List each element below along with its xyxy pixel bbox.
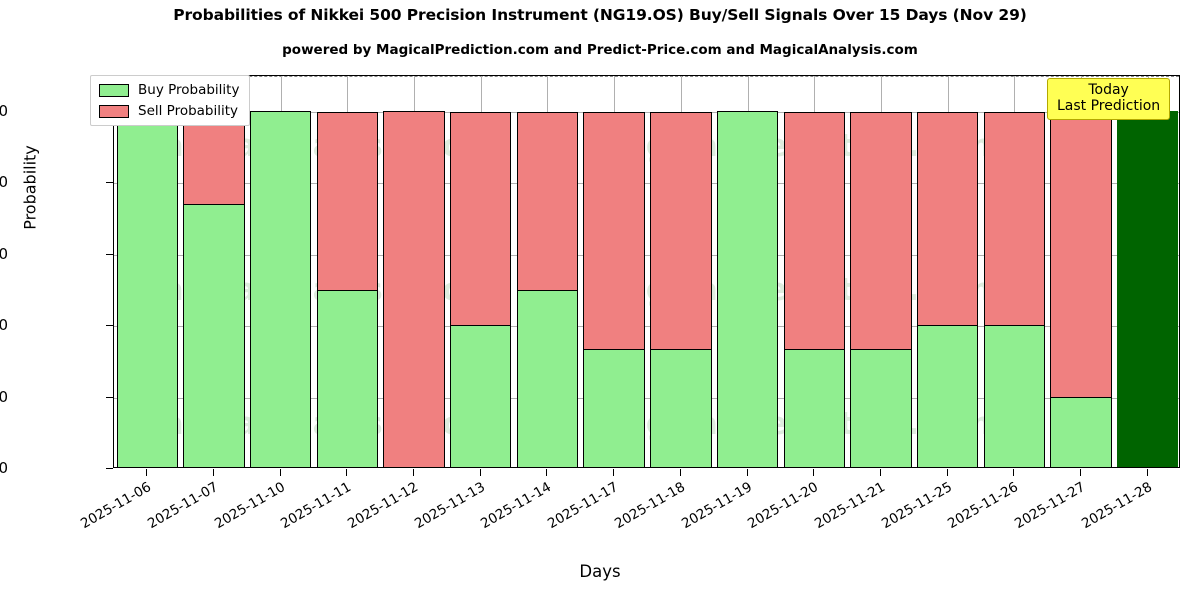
bar-stacked[interactable] <box>183 112 245 467</box>
bar-segment-buy <box>650 349 712 467</box>
bar-stacked[interactable] <box>716 111 779 467</box>
bar-stacked[interactable] <box>250 111 312 467</box>
bar-stacked[interactable] <box>316 112 379 467</box>
plot-area: MagicalAnalysis.comMagicalPrediction.com… <box>113 75 1180 468</box>
bar-stacked[interactable] <box>1050 112 1112 467</box>
bar-stacked[interactable] <box>383 111 445 467</box>
legend-label-sell: Sell Probability <box>138 103 239 119</box>
bar-segment-sell <box>783 112 845 351</box>
legend-item-sell: Sell Probability <box>99 103 239 119</box>
bar-stacked[interactable] <box>850 112 912 467</box>
bar-stacked[interactable] <box>916 112 979 467</box>
gridline-horizontal <box>114 397 1179 399</box>
x-axis-tick-mark <box>279 469 281 476</box>
today-annotation-line1: Today <box>1088 82 1129 98</box>
bar-segment-buy <box>583 349 645 467</box>
bar-stacked[interactable] <box>783 112 845 467</box>
y-axis-tick-mark <box>106 253 113 255</box>
today-annotation: Today Last Prediction <box>1047 78 1171 121</box>
bar-segment-buy <box>916 325 979 467</box>
bar-segment-buy <box>783 349 845 467</box>
bar-segment-sell <box>516 112 579 291</box>
bar-segment-sell <box>1050 112 1112 399</box>
y-axis-tick-mark <box>106 325 113 327</box>
chart-subtitle: powered by MagicalPrediction.com and Pre… <box>282 42 918 58</box>
bar-segment-buy <box>850 349 912 467</box>
bar-segment-buy <box>316 289 379 467</box>
legend-item-buy: Buy Probability <box>99 82 239 98</box>
bar-segment-sell <box>916 112 979 327</box>
bar-stacked[interactable] <box>516 112 579 467</box>
chart-legend: Buy Probability Sell Probability <box>90 75 251 126</box>
x-axis-tick-mark <box>946 469 948 476</box>
x-axis-tick-mark <box>213 469 215 476</box>
x-axis-tick-mark <box>479 469 481 476</box>
y-axis-label: Probability <box>20 145 40 230</box>
bar-segment-sell <box>383 111 445 467</box>
y-axis-tick-label: 100 <box>0 101 8 120</box>
gridline-horizontal <box>114 326 1179 328</box>
bar-segment-buy <box>183 203 245 467</box>
gridline-horizontal <box>114 254 1179 256</box>
bar-segment-buy <box>516 289 579 467</box>
bar-segment-sell <box>183 112 245 206</box>
y-axis-tick-label: 40 <box>0 316 8 335</box>
x-axis-tick-mark <box>546 469 548 476</box>
x-axis-tick-mark <box>679 469 681 476</box>
bar-stacked[interactable] <box>583 112 645 467</box>
bar-segment-sell <box>850 112 912 351</box>
x-axis-tick-mark <box>1013 469 1015 476</box>
x-axis-tick-mark <box>613 469 615 476</box>
bar-stacked[interactable] <box>450 112 512 467</box>
legend-swatch-buy <box>99 83 129 97</box>
y-axis-tick-label: 0 <box>0 459 8 477</box>
x-axis-tick-mark <box>746 469 748 476</box>
gridline-horizontal <box>114 111 1179 113</box>
bar-segment-buy <box>116 111 178 467</box>
x-axis-tick-mark <box>813 469 815 476</box>
bar-stacked[interactable] <box>116 111 178 467</box>
y-axis-tick-label: 20 <box>0 387 8 406</box>
bar-segment-buy <box>1050 396 1112 467</box>
y-axis-tick-label: 60 <box>0 244 8 263</box>
bar-stacked[interactable] <box>650 112 712 467</box>
x-axis-tick-mark <box>879 469 881 476</box>
x-axis-tick-mark <box>1146 469 1148 476</box>
bar-segment-sell <box>983 112 1045 327</box>
bar-segment-today <box>1116 111 1179 467</box>
x-axis-tick-mark <box>346 469 348 476</box>
bar-segment-sell <box>583 112 645 351</box>
legend-label-buy: Buy Probability <box>138 82 240 98</box>
bar-segment-buy <box>716 111 779 467</box>
bar-segment-buy <box>983 325 1045 467</box>
y-axis-tick-mark <box>106 182 113 184</box>
x-axis-tick-mark <box>146 469 148 476</box>
bar-segment-buy <box>450 325 512 467</box>
bar-today[interactable] <box>1116 111 1179 467</box>
x-axis-tick-mark <box>413 469 415 476</box>
y-axis-tick-mark <box>106 468 113 469</box>
gridline-horizontal <box>114 183 1179 185</box>
threshold-line <box>114 76 1179 77</box>
y-axis-tick-mark <box>106 396 113 398</box>
bar-segment-sell <box>450 112 512 327</box>
bar-segment-buy <box>250 111 312 467</box>
bar-segment-sell <box>316 112 379 291</box>
x-axis-tick-mark <box>1079 469 1081 476</box>
bar-segment-sell <box>650 112 712 351</box>
y-axis-tick-label: 80 <box>0 173 8 192</box>
today-annotation-line2: Last Prediction <box>1057 98 1161 115</box>
x-axis-label: Days <box>579 562 621 581</box>
chart-title: Probabilities of Nikkei 500 Precision In… <box>173 6 1027 24</box>
legend-swatch-sell <box>99 104 129 118</box>
bar-stacked[interactable] <box>983 112 1045 467</box>
